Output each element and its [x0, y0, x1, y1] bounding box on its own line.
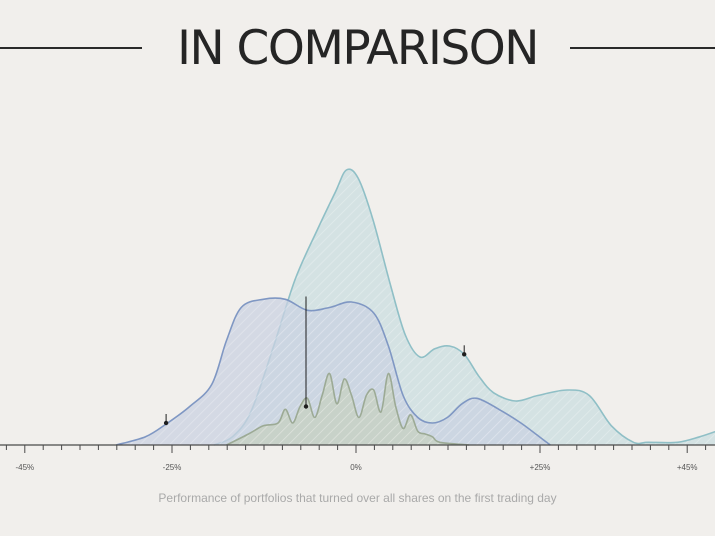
marker-layer	[163, 296, 467, 426]
title-rule-right	[570, 47, 715, 49]
marker-dot-3	[462, 352, 467, 357]
chart-caption: Performance of portfolios that turned ov…	[158, 491, 557, 505]
x-tick-label: +25%	[530, 463, 551, 472]
x-tick-label: +45%	[677, 463, 698, 472]
series-line-3	[226, 372, 470, 446]
chart-title: IN COMPARISON	[177, 21, 539, 76]
series-line-2	[115, 297, 551, 446]
series-line-1	[213, 168, 715, 446]
marker-dot-1	[163, 420, 169, 426]
title-row: IN COMPARISON	[0, 0, 715, 100]
x-axis: -45% -25% 0% +25% +45%	[0, 444, 715, 472]
x-tick-label: -45%	[15, 463, 34, 472]
x-tick-label: 0%	[350, 463, 362, 472]
series-hatch-3	[226, 373, 470, 445]
title-rule-left	[0, 47, 142, 49]
series-hatch-2	[116, 298, 551, 445]
x-tick-label: -25%	[163, 463, 182, 472]
density-areas	[115, 168, 715, 446]
